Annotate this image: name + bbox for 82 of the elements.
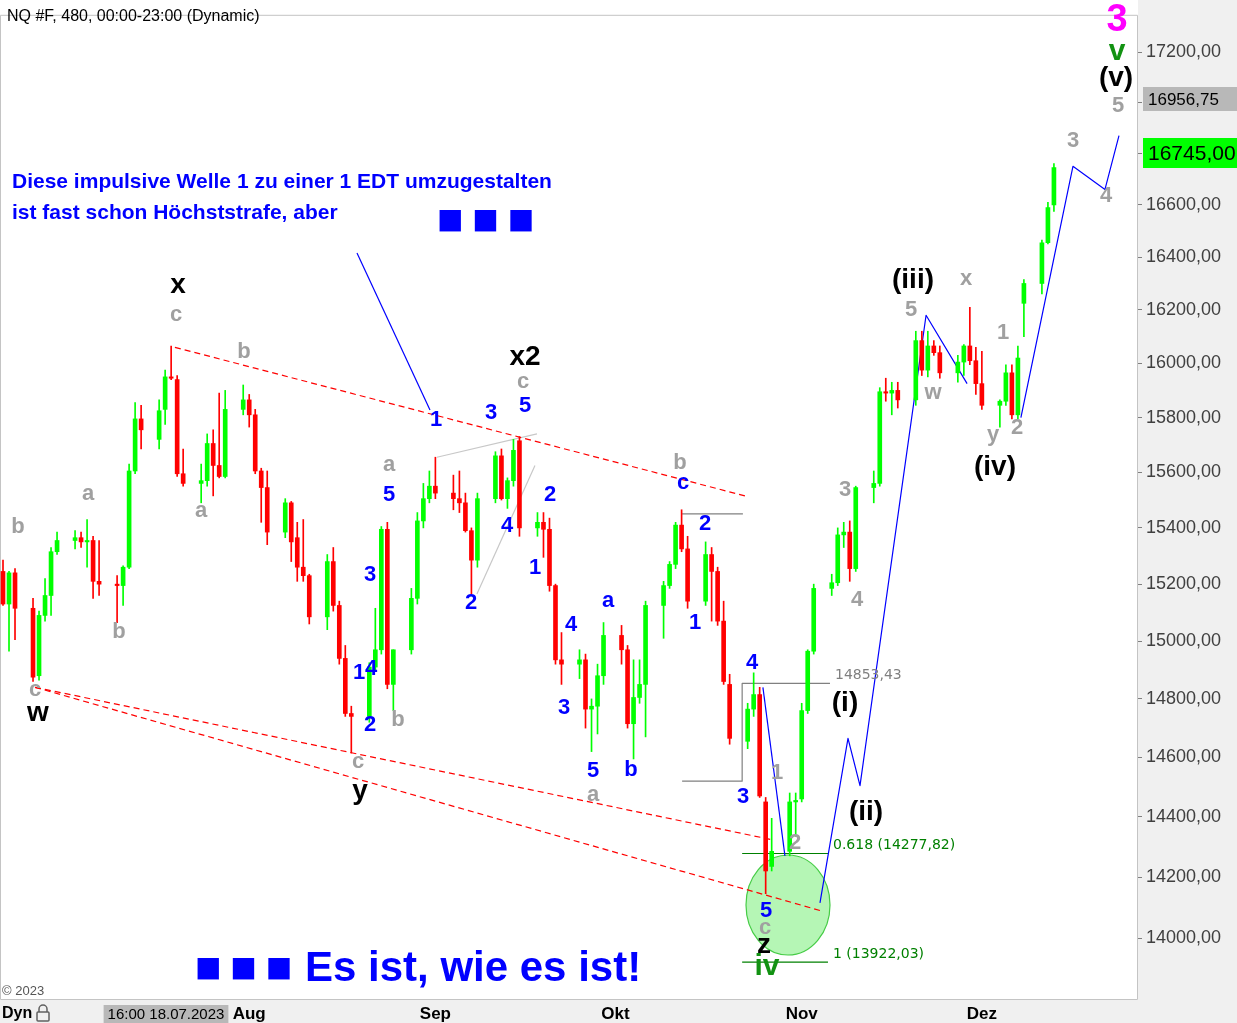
annotation: a bbox=[382, 451, 396, 477]
text: 16:00 18.07.2023 bbox=[107, 1005, 225, 1023]
x-tick-label: Nov bbox=[785, 1003, 819, 1023]
text: 16956,75 bbox=[1148, 89, 1219, 109]
annotation: w bbox=[923, 379, 943, 405]
y-tick-label: 14600,00 bbox=[1146, 746, 1222, 767]
annotation: 2 bbox=[1010, 414, 1024, 440]
annotation: x bbox=[959, 265, 973, 291]
annotation: 1 bbox=[996, 319, 1010, 345]
annotation: 3 bbox=[484, 399, 498, 425]
x-tick-label: Sep bbox=[419, 1003, 451, 1023]
annotation: ist fast schon Höchststrafe, aber bbox=[12, 199, 338, 223]
annotation: 1 bbox=[528, 554, 542, 580]
annotation: a bbox=[586, 781, 600, 807]
annotation: 2 bbox=[363, 711, 377, 737]
y-tick-label: 17200,00 bbox=[1146, 41, 1222, 62]
y-tick-label: 16600,00 bbox=[1146, 193, 1222, 214]
annotation: (iv) bbox=[974, 449, 1016, 481]
annotation: c bbox=[516, 368, 530, 394]
annotation: (i) bbox=[831, 685, 859, 717]
annotation: 3 bbox=[1066, 127, 1080, 153]
annotation: b bbox=[391, 706, 405, 732]
annotation: a bbox=[81, 480, 95, 506]
annotation: y bbox=[986, 421, 1000, 447]
annotation: Diese impulsive Welle 1 zu einer 1 EDT umzugestalten bbox=[12, 168, 552, 192]
annotation: a bbox=[601, 587, 615, 613]
annotation: 1 bbox=[429, 406, 443, 432]
annotation: 2 bbox=[698, 510, 712, 536]
annotation: ■ ■ ■ bbox=[437, 202, 535, 236]
annotation: (ii) bbox=[848, 794, 884, 826]
annotation: 5 bbox=[586, 757, 600, 783]
y-tick-label: 15400,00 bbox=[1146, 516, 1222, 537]
text: Dyn bbox=[2, 1004, 33, 1022]
annotation: ■ ■ ■ bbox=[195, 950, 293, 984]
x-tick-label: Okt bbox=[601, 1003, 631, 1023]
annotation: 4 bbox=[500, 512, 514, 538]
annotation: 1 bbox=[688, 609, 702, 635]
y-tick-label: 14000,00 bbox=[1146, 927, 1222, 948]
annotation: 0.618 (14277,82) bbox=[832, 836, 956, 853]
annotation: a bbox=[194, 497, 208, 523]
y-tick-label: 15800,00 bbox=[1146, 406, 1222, 427]
annotation: 5 bbox=[904, 296, 918, 322]
annotation: 5 bbox=[518, 392, 532, 418]
x-tick-label: Aug bbox=[232, 1003, 266, 1023]
text: 16745,00 bbox=[1148, 140, 1236, 164]
annotation: b bbox=[112, 618, 126, 644]
annotation: c bbox=[351, 748, 365, 774]
annotation: x bbox=[170, 267, 187, 299]
annotation: b bbox=[237, 338, 251, 364]
annotation: 3 bbox=[557, 694, 571, 720]
annotation: 1 bbox=[352, 659, 366, 685]
annotation: 2 bbox=[464, 589, 478, 615]
y-tick-label: 14800,00 bbox=[1146, 687, 1222, 708]
annotation: b bbox=[11, 513, 25, 539]
chart-title: NQ #F, 480, 00:00-23:00 (Dynamic) bbox=[7, 7, 260, 25]
annotation: (iii) bbox=[892, 262, 934, 294]
annotation: b bbox=[624, 756, 638, 782]
y-tick-label: 15200,00 bbox=[1146, 573, 1222, 594]
annotation: 1 (13922,03) bbox=[832, 944, 925, 961]
annotation: 3 bbox=[736, 783, 750, 809]
y-tick-label: 14400,00 bbox=[1146, 805, 1222, 826]
annotation: © 2023 bbox=[2, 982, 45, 998]
annotation: c bbox=[169, 301, 183, 327]
y-tick-label: 15000,00 bbox=[1146, 630, 1222, 651]
annotation: y bbox=[352, 773, 369, 805]
annotation: 4 bbox=[564, 611, 578, 637]
annotation: Es ist, wie es ist! bbox=[305, 942, 642, 990]
annotation: 4 bbox=[745, 649, 759, 675]
annotation: 5 bbox=[1111, 92, 1125, 118]
annotation: 4 bbox=[850, 586, 864, 612]
y-tick-label: 16400,00 bbox=[1146, 246, 1222, 267]
y-tick-label: 14200,00 bbox=[1146, 866, 1222, 886]
y-tick-label: 15600,00 bbox=[1146, 461, 1222, 482]
annotation: 4 bbox=[1099, 182, 1113, 208]
y-tick-label: 16000,00 bbox=[1146, 352, 1222, 373]
annotation: 5 bbox=[382, 481, 396, 507]
annotation: x2 bbox=[509, 339, 541, 371]
x-tick-label: Dez bbox=[966, 1003, 997, 1023]
y-tick-label: 16200,00 bbox=[1146, 298, 1222, 319]
annotation: 3 bbox=[838, 476, 852, 502]
annotation: 2 bbox=[543, 481, 557, 507]
annotation: 3 bbox=[363, 561, 377, 587]
